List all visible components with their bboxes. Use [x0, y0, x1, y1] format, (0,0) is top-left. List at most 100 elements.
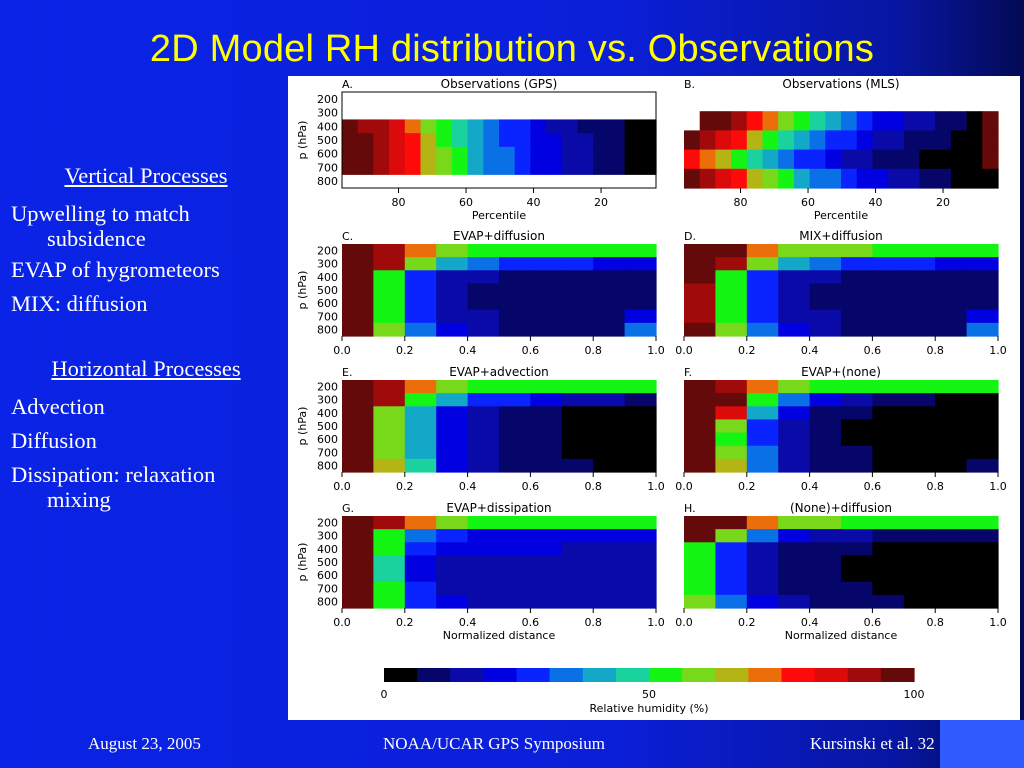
heatmap-cell: [856, 168, 873, 189]
heatmap-cell: [499, 322, 531, 337]
heatmap-cell: [577, 119, 594, 134]
figure-panel: A. Observations (GPS) 200 300 400 500 600 700 80…: [288, 76, 1020, 720]
heatmap-cell: [778, 111, 795, 131]
heatmap-cell: [919, 111, 936, 131]
heatmap-cell: [809, 568, 842, 583]
heatmap-cell: [872, 296, 905, 311]
heatmap-cell: [593, 133, 610, 148]
heatmap-cell: [903, 149, 921, 170]
panel-label: C.: [342, 230, 353, 243]
heatmap-cell: [841, 309, 873, 324]
heatmap-cell: [903, 168, 921, 189]
heatmap-cell: [935, 406, 968, 421]
heatmap-cell: [872, 270, 905, 285]
panel-title: MIX+diffusion: [799, 229, 883, 243]
heatmap-cell: [436, 581, 469, 596]
heatmap-cell: [888, 149, 905, 170]
heatmap-cell: [684, 322, 716, 337]
heatmap-cell: [903, 458, 936, 473]
y-tick-label: 700: [317, 310, 338, 323]
heatmap-cell: [499, 146, 516, 162]
heatmap-cell: [982, 168, 999, 189]
x-tick-label: 0.6: [522, 616, 540, 629]
heatmap-cell: [778, 149, 795, 170]
heatmap-cell: [451, 146, 469, 162]
heatmap-cell: [436, 257, 469, 271]
heatmap-cell: [499, 257, 531, 271]
heatmap-cell: [935, 270, 968, 285]
heatmap-cell: [841, 270, 873, 285]
heatmap-cell: [841, 244, 873, 258]
heatmap-cell: [919, 149, 936, 170]
heatmap-cell: [499, 542, 531, 557]
heatmap-cell: [684, 445, 716, 460]
heatmap-cell: [872, 322, 905, 337]
heatmap-cell: [872, 445, 905, 460]
heatmap-cell: [593, 432, 626, 447]
vertical-item: MIX: diffusion: [11, 291, 148, 316]
heatmap-cell: [624, 119, 641, 134]
heatmap-cell: [436, 542, 469, 557]
heatmap-cell: [514, 160, 531, 175]
heatmap-cell: [436, 119, 453, 134]
heatmap-cell: [546, 146, 563, 162]
heatmap-cell: [373, 581, 406, 596]
heatmap-cell: [561, 257, 594, 271]
heatmap-cell: [872, 283, 905, 298]
heatmap-cell: [342, 309, 374, 324]
heatmap-cell: [935, 283, 968, 298]
heatmap-cell: [809, 283, 842, 298]
heatmap-cell: [624, 322, 657, 337]
heatmap-cell: [903, 594, 936, 609]
heatmap-cell: [624, 581, 657, 596]
x-tick-label: 80: [392, 196, 406, 209]
heatmap-cell: [731, 149, 748, 170]
heatmap-cell: [809, 419, 842, 434]
heatmap-cell: [731, 111, 748, 131]
heatmap-cell: [903, 309, 936, 324]
heatmap-cell: [577, 146, 594, 162]
heatmap-cell: [593, 568, 626, 583]
process-list: Vertical Processes Upwelling to match su…: [11, 162, 281, 514]
heatmap-cell: [436, 309, 469, 324]
heatmap-cell: [530, 406, 563, 421]
heatmap-cell: [684, 130, 701, 151]
colorbar-cell: [549, 668, 584, 682]
heatmap-cell: [530, 581, 563, 596]
heatmap-cell: [684, 581, 716, 596]
heatmap-cell: [872, 380, 905, 394]
heatmap-cell: [966, 244, 999, 258]
heatmap-cell: [715, 555, 748, 570]
heatmap-cell: [841, 445, 873, 460]
heatmap-cell: [530, 296, 563, 311]
heatmap-cell: [420, 119, 437, 134]
heatmap-cell: [888, 111, 905, 131]
colorbar-cell: [814, 668, 849, 682]
heatmap-cell: [483, 160, 500, 175]
heatmap-cell: [809, 296, 842, 311]
heatmap-cell: [872, 581, 905, 596]
heatmap-cell: [593, 393, 626, 407]
y-tick-label: 700: [317, 582, 338, 595]
y-tick-label: 800: [317, 175, 338, 188]
x-tick-label: 1.0: [989, 480, 1007, 493]
heatmap-cell: [561, 283, 594, 298]
heatmap-cell: [903, 445, 936, 460]
heatmap-cell: [699, 130, 716, 151]
horizontal-item: mixing: [47, 487, 111, 512]
y-tick-label: 400: [317, 120, 338, 133]
heatmap-cell: [561, 581, 594, 596]
heatmap-cell: [577, 133, 594, 148]
heatmap-cell: [499, 555, 531, 570]
heatmap-cell: [903, 322, 936, 337]
heatmap-cell: [872, 309, 905, 324]
heatmap-cell: [373, 133, 390, 148]
heatmap-cell: [624, 516, 657, 530]
heatmap-cell: [530, 133, 547, 148]
heatmap-cell: [499, 296, 531, 311]
heatmap-cell: [546, 160, 563, 175]
heatmap-cell: [561, 542, 594, 557]
heatmap-cell: [404, 432, 437, 447]
x-tick-label: 1.0: [989, 344, 1007, 357]
heatmap-cell: [935, 594, 968, 609]
